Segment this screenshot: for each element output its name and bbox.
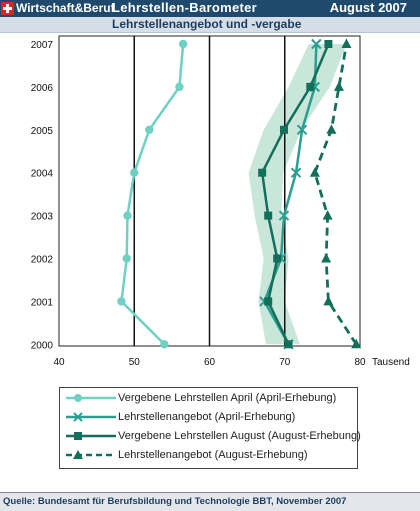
y-tick-label: 2007 xyxy=(31,40,54,51)
axis-layer: 2000 2001 2002 2003 2004 2005 2006 2007 40 50 60 70… xyxy=(31,40,410,368)
y-tick-label: 2003 xyxy=(31,212,54,223)
data-point xyxy=(333,81,344,91)
data-point xyxy=(160,340,169,349)
x-tick-label: 70 xyxy=(279,357,291,368)
source-text: Quelle: Bundesamt für Berufsbildung und … xyxy=(3,496,347,507)
source-footer: Quelle: Bundesamt für Berufsbildung und … xyxy=(0,492,420,511)
legend-item-dashed: Lehrstellenangebot (August-Erhebung) xyxy=(60,446,357,464)
data-point xyxy=(296,124,308,136)
data-point xyxy=(309,167,320,177)
brand-label: Wirtschaft&Beruf xyxy=(16,1,115,15)
data-point xyxy=(264,211,273,220)
series-line xyxy=(313,43,358,346)
x-tick-label: 80 xyxy=(354,357,366,368)
data-point xyxy=(324,40,333,48)
data-point xyxy=(273,254,282,263)
data-point xyxy=(322,210,333,220)
data-point xyxy=(290,167,302,178)
subheader-bar: Lehrstellenangebot und -vergabe xyxy=(0,17,420,33)
series-line xyxy=(260,43,330,345)
header-bar: Wirtschaft&Beruf Lehrstellen-Barometer A… xyxy=(0,0,420,17)
data-point xyxy=(258,168,267,177)
data-point xyxy=(145,125,154,134)
data-point xyxy=(264,297,273,306)
page-title: Lehrstellen-Barometer xyxy=(112,0,258,15)
series-line xyxy=(120,43,185,346)
data-point xyxy=(341,38,352,48)
y-tick-label: 2005 xyxy=(31,126,54,137)
swiss-flag-icon xyxy=(1,2,14,15)
data-point xyxy=(122,254,131,263)
data-point xyxy=(117,297,126,306)
series-0 xyxy=(117,39,188,349)
line-chart: 2000 2001 2002 2003 2004 2005 2006 2007 40 50 60 70… xyxy=(31,35,410,368)
x-tick-label: 60 xyxy=(204,357,216,368)
grid-layer xyxy=(58,35,361,347)
data-point xyxy=(311,38,322,50)
data-point xyxy=(284,340,293,349)
data-point xyxy=(279,125,288,134)
period-label: August 2007 xyxy=(329,0,407,15)
data-point xyxy=(130,168,139,177)
legend-item-light: Vergebene Lehrstellen April (April-Erheb… xyxy=(60,389,357,407)
data-point xyxy=(321,253,332,263)
x-tick-label: 40 xyxy=(53,357,65,368)
data-point xyxy=(323,295,334,306)
data-point xyxy=(175,82,184,92)
legend-label: Vergebene Lehrstellen April (April-Erheb… xyxy=(118,392,337,404)
legend-label: Lehrstellenangebot (August-Erhebung) xyxy=(118,449,308,461)
data-point xyxy=(306,82,315,91)
x-tick-label: 50 xyxy=(129,357,141,368)
series-line xyxy=(263,43,318,345)
y-tick-label: 2004 xyxy=(31,169,54,180)
y-tick-label: 2001 xyxy=(31,297,54,308)
data-point xyxy=(178,39,188,49)
y-tick-label: 2006 xyxy=(31,83,54,94)
series-layer xyxy=(117,38,362,350)
chart-legend: Vergebene Lehrstellen April (April-Erheb… xyxy=(59,387,361,469)
legend-item-mid: Lehrstellenangebot (April-Erhebung) xyxy=(60,408,357,426)
y-tick-label: 2002 xyxy=(31,255,54,266)
uncertainty-band-layer xyxy=(248,44,347,345)
series-3 xyxy=(309,38,362,349)
uncertainty-band xyxy=(248,44,347,345)
data-point xyxy=(278,210,290,221)
data-point xyxy=(123,211,132,220)
x-unit-label: Tausend xyxy=(372,357,410,368)
data-point xyxy=(351,338,362,349)
legend-label: Vergebene Lehrstellen August (August-Erh… xyxy=(118,430,361,442)
y-tick-label: 2000 xyxy=(31,340,54,351)
data-point xyxy=(326,124,337,134)
series-2 xyxy=(258,40,333,349)
legend-label: Lehrstellenangebot (April-Erhebung) xyxy=(118,411,296,423)
chart-subtitle: Lehrstellenangebot und -vergabe xyxy=(112,17,302,31)
legend-item-dark: Vergebene Lehrstellen August (August-Erh… xyxy=(60,427,361,445)
